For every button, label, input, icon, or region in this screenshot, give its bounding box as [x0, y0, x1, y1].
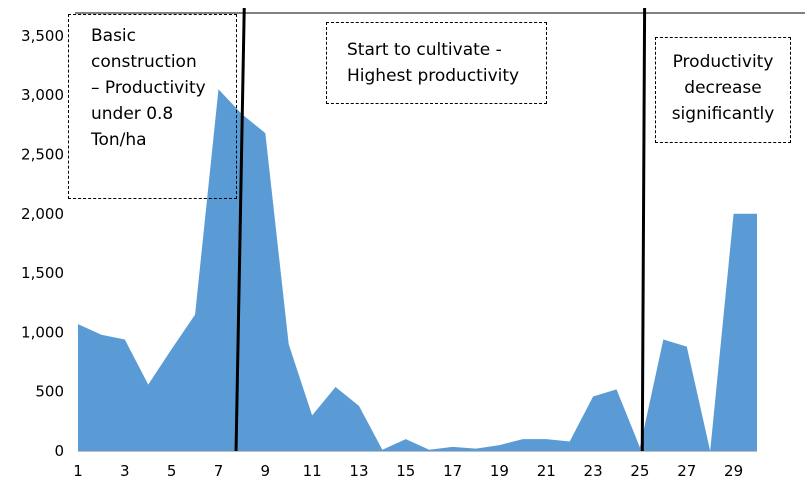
annotation-line: decrease [684, 78, 762, 98]
plot-area [78, 89, 757, 452]
annotation-line: Start to cultivate - [347, 40, 502, 60]
annotation-line: Ton/ha [91, 130, 147, 150]
x-tick-label: 3 [120, 462, 130, 480]
x-tick-label: 13 [349, 462, 368, 480]
annotation-basic-construction: Basic construction – Productivity under … [68, 14, 237, 199]
y-tick-label: 3,500 [21, 27, 64, 45]
annotation-start-to-cultivate: Start to cultivate - Highest productivit… [326, 22, 547, 104]
y-tick-label: 500 [35, 383, 64, 401]
x-tick-label: 25 [630, 462, 649, 480]
annotation-productivity-decrease: Productivity decrease significantly [655, 37, 791, 143]
x-tick-label: 1 [73, 462, 83, 480]
x-tick-label: 21 [537, 462, 556, 480]
y-axis-ticks: 0 500 1,000 1,500 2,000 2,500 3,000 3,500 [21, 27, 64, 460]
x-tick-label: 5 [167, 462, 177, 480]
x-tick-label: 17 [443, 462, 462, 480]
x-tick-label: 11 [303, 462, 322, 480]
x-tick-label: 27 [677, 462, 696, 480]
divider-lines [234, 7, 647, 452]
x-tick-label: 19 [490, 462, 509, 480]
x-tick-label: 23 [584, 462, 603, 480]
y-tick-label: 1,000 [21, 323, 64, 341]
annotation-line: – Productivity [91, 78, 206, 98]
x-tick-label: 29 [724, 462, 743, 480]
y-tick-label: 2,000 [21, 205, 64, 223]
x-axis-ticks: 1 3 5 7 9 11 13 15 17 19 21 23 25 27 29 [73, 462, 743, 480]
annotation-line: construction [91, 52, 197, 72]
y-tick-label: 2,500 [21, 145, 64, 163]
y-tick-label: 3,000 [21, 86, 64, 104]
y-tick-label: 0 [54, 442, 64, 460]
x-tick-label: 9 [261, 462, 271, 480]
annotation-line: Productivity [672, 52, 774, 72]
x-tick-label: 7 [214, 462, 224, 480]
annotation-line: Highest productivity [347, 66, 520, 86]
divider-line-0 [234, 7, 246, 452]
annotation-line: Basic [91, 26, 137, 46]
annotation-line: significantly [671, 104, 775, 124]
annotation-line: under 0.8 [91, 104, 174, 124]
divider-line-1 [640, 7, 647, 452]
y-tick-label: 1,500 [21, 264, 64, 282]
x-tick-label: 15 [396, 462, 415, 480]
area-series-0 [78, 89, 757, 452]
